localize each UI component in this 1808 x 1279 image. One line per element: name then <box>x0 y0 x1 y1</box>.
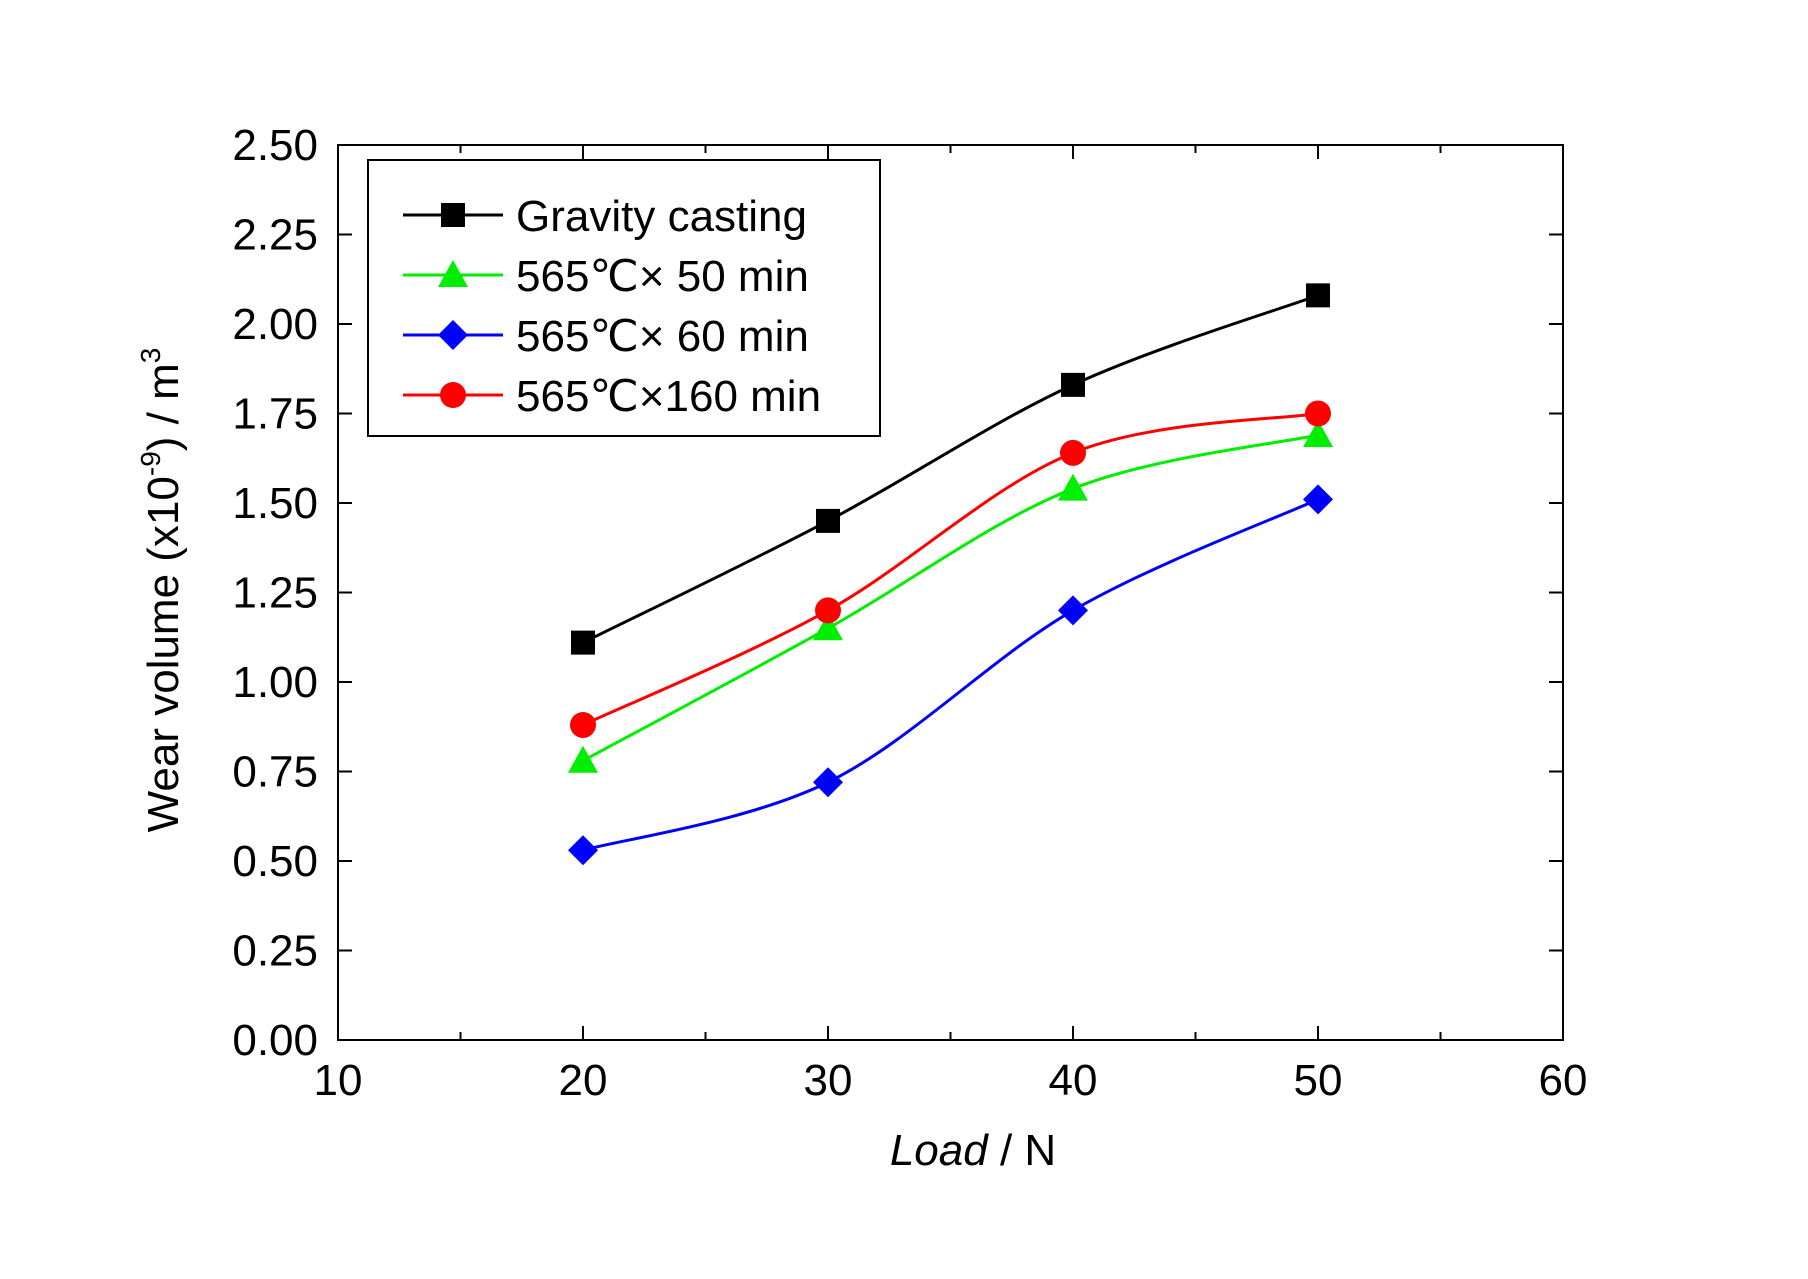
data-point <box>813 767 843 798</box>
y-tick-label: 1.75 <box>232 390 318 439</box>
y-axis-title-exponent: -9 <box>135 451 166 476</box>
x-axis-title-unit: / N <box>988 1126 1056 1175</box>
data-point <box>813 613 843 641</box>
legend-label: Gravity casting <box>516 192 807 241</box>
x-tick-label: 30 <box>804 1056 853 1105</box>
data-point <box>1306 283 1330 308</box>
x-tick-label: 40 <box>1049 1056 1098 1105</box>
y-axis-title-unit-exponent: 3 <box>135 348 166 364</box>
y-tick-label: 1.50 <box>232 479 318 528</box>
data-point <box>568 745 598 773</box>
legend-label: 565℃×160 min <box>516 372 821 421</box>
x-tick-label: 50 <box>1294 1056 1343 1105</box>
series-3 <box>568 484 1333 866</box>
y-tick-label: 2.00 <box>232 300 318 349</box>
data-point <box>1058 595 1088 626</box>
legend-label: 565℃× 60 min <box>516 312 809 361</box>
data-point <box>1303 484 1333 515</box>
series-line <box>582 433 1319 763</box>
x-axis-title: Load / N <box>890 1126 1056 1175</box>
legend-swatch-marker <box>441 203 465 227</box>
series-1 <box>571 283 1330 655</box>
data-point <box>1305 400 1331 427</box>
legend-item: 565℃× 50 min <box>403 252 809 301</box>
x-axis-title-italic: Load <box>890 1126 989 1175</box>
series-line <box>582 293 1319 644</box>
axes: 10 20 30 40 50 60 0.00 0.25 0.50 0.75 1.00 1.25 1.50… <box>232 121 1587 1105</box>
y-axis-title: Wear volume (x10-9) / m3 <box>135 348 188 833</box>
legend-swatch-marker <box>438 320 468 350</box>
legend: Gravity casting 565℃× 50 min 565℃× 60 min 5… <box>367 159 881 437</box>
data-point <box>568 835 598 866</box>
y-tick-label: 0.50 <box>232 837 318 886</box>
legend-swatch-marker <box>438 260 468 287</box>
series-group <box>568 283 1333 866</box>
legend-label: 565℃× 50 min <box>516 252 809 301</box>
y-tick-label: 0.25 <box>232 927 318 976</box>
y-axis-title-tail: ) / m <box>139 363 188 451</box>
y-axis-title-main: Wear volume (x10 <box>139 476 188 832</box>
data-point <box>1058 473 1088 501</box>
legend-swatch-marker <box>440 382 466 408</box>
data-point <box>816 508 840 533</box>
data-point <box>571 630 595 655</box>
y-tick-label: 0.75 <box>232 748 318 797</box>
data-point <box>815 597 841 624</box>
x-tick-label: 60 <box>1539 1056 1588 1105</box>
y-tick-label: 2.25 <box>232 211 318 260</box>
data-point <box>570 711 596 738</box>
legend-item: 565℃×160 min <box>403 372 821 421</box>
series-4 <box>570 400 1331 738</box>
legend-item: Gravity casting <box>403 192 807 241</box>
data-point <box>1303 419 1333 447</box>
series-2 <box>568 419 1333 773</box>
series-line <box>582 498 1319 852</box>
data-point <box>1061 372 1085 397</box>
series-line <box>582 412 1319 727</box>
data-point <box>1060 439 1086 466</box>
y-tick-label: 2.50 <box>232 121 318 170</box>
x-tick-label: 10 <box>314 1056 363 1105</box>
y-tick-label: 1.25 <box>232 569 318 618</box>
x-tick-label: 20 <box>559 1056 608 1105</box>
legend-item: 565℃× 60 min <box>403 312 809 361</box>
y-tick-label: 1.00 <box>232 658 318 707</box>
y-tick-label: 0.00 <box>232 1016 318 1065</box>
